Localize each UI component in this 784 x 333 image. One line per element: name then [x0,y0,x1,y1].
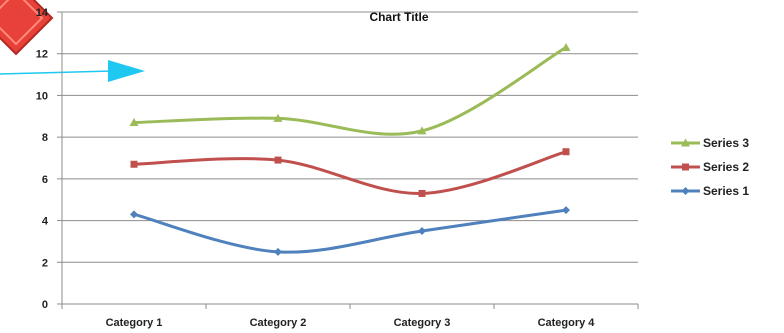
legend-label-series-1: Series 1 [703,184,749,198]
x-tick-label: Category 2 [250,317,307,329]
y-tick-label: 2 [42,257,48,269]
x-tick-label: Category 4 [538,317,596,329]
series-2-point [130,160,138,168]
series-1-line [133,208,567,254]
series-1-group [130,206,570,256]
series-1-point [562,206,570,215]
red-diamond-icon [0,0,54,56]
legend-label-series-2: Series 2 [703,160,749,174]
series-3-point [561,42,571,51]
cyan-arrow-icon [0,60,145,82]
series-1-point [418,227,426,235]
chart-title: Chart Title [369,10,428,24]
series-2-group [130,148,570,197]
y-tick-label: 8 [42,132,48,144]
legend: Series 3 Series 2 Series 1 [671,136,749,198]
series-3-group [129,42,571,136]
y-tick-label: 0 [42,299,48,311]
series-1-point [130,210,138,219]
legend-marker-series-1 [681,187,690,195]
y-tick-label: 12 [36,49,48,61]
series-1-point [274,247,282,256]
legend-marker-series-2 [682,163,689,171]
y-tick-label: 6 [42,174,48,186]
legend-marker-series-3 [681,138,690,147]
legend-label-series-3: Series 3 [703,136,749,150]
y-tick-label: 4 [42,216,49,228]
axes: 0 2 4 6 8 10 12 14 Category 1 Category 2 Category … [36,7,639,329]
series-2-point [562,148,570,156]
series-3-point [417,126,427,135]
series-lines [129,42,571,256]
series-2-point [418,189,426,197]
series-3-line [133,46,567,136]
series-3-point [273,113,283,122]
series-2-line [133,150,567,195]
y-tick-label: 14 [36,7,49,19]
y-tick-label: 10 [36,90,48,102]
x-tick-label: Category 1 [106,317,163,329]
series-2-point [274,156,282,164]
gridlines [62,11,638,305]
series-3-point [129,118,139,127]
x-tick-label: Category 3 [394,317,451,329]
